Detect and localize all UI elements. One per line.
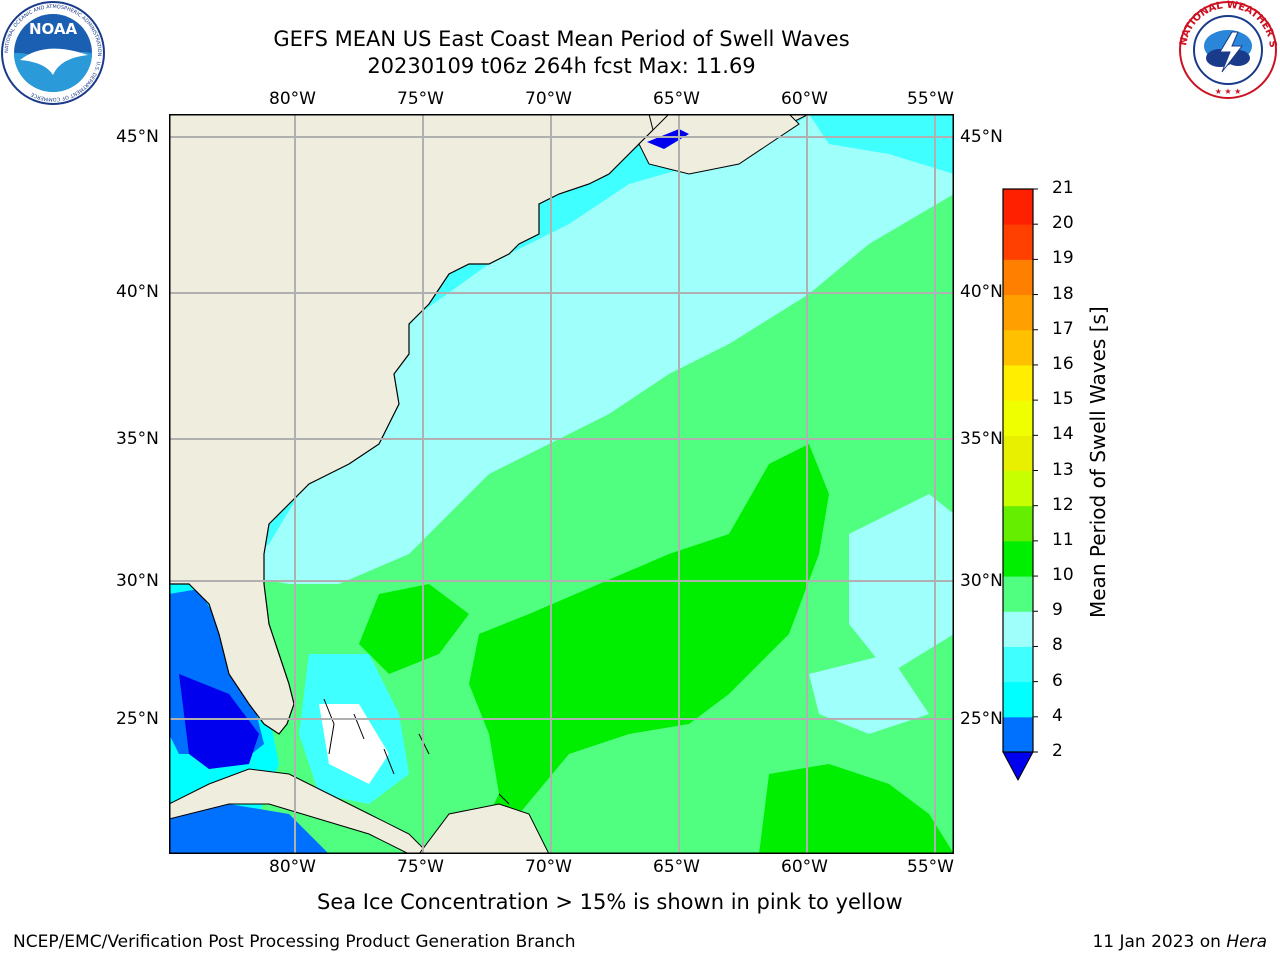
hispaniola-land	[418, 803, 550, 854]
lat-label-right-40n: 40°N	[960, 282, 1003, 302]
sea-ice-caption: Sea Ice Concentration > 15% is shown in …	[0, 890, 1280, 914]
map-gridlines	[169, 114, 954, 854]
swell-region-8-9s-east	[849, 494, 954, 674]
lon-label-top-55w: 55°W	[907, 89, 954, 109]
colorbar-tick-label: 21	[1052, 178, 1074, 198]
colorbar-tick-label: 19	[1052, 248, 1074, 269]
lon-label-bottom-60w: 60°W	[781, 857, 828, 877]
footer-branch: NCEP/EMC/Verification Post Processing Pr…	[13, 932, 576, 952]
colorbar-tick-label: 20	[1052, 213, 1074, 234]
cuba-land	[169, 768, 430, 854]
colorbar-swatch	[1003, 259, 1033, 296]
colorbar-swatch	[1003, 576, 1033, 612]
swell-region-8-9s-ne	[809, 114, 954, 174]
lat-label-right-45n: 45°N	[960, 127, 1003, 147]
colorbar-swatch	[1003, 611, 1033, 647]
colorbar-label: Mean Period of Swell Waves [s]	[1086, 306, 1110, 618]
lon-label-top-65w: 65°W	[653, 89, 700, 109]
bahamas-shallow-region	[319, 704, 389, 784]
colorbar-tick-label: 9	[1052, 600, 1063, 621]
colorbar-tick-label: 4	[1052, 705, 1063, 726]
footer-date: 11 Jan 2023 on Hera	[1092, 932, 1267, 952]
footer-date-text: 11 Jan 2023 on	[1092, 932, 1227, 952]
lon-label-top-80w: 80°W	[269, 89, 316, 109]
colorbar-swatches	[1003, 189, 1033, 753]
lat-label-left-45n: 45°N	[116, 127, 159, 147]
map-subtitle: 20230109 t06z 264h fcst Max: 11.69	[367, 54, 756, 78]
colorbar	[1002, 188, 1038, 782]
lon-label-bottom-55w: 55°W	[907, 857, 954, 877]
map-frame	[169, 114, 954, 854]
colorbar-tick-label: 14	[1052, 424, 1074, 445]
colorbar-tick-label: 16	[1052, 353, 1074, 374]
colorbar-swatch	[1003, 189, 1033, 225]
lat-label-right-35n: 35°N	[960, 429, 1003, 449]
colorbar-tick-label: 18	[1052, 283, 1074, 304]
lat-label-right-30n: 30°N	[960, 571, 1003, 591]
cuba-south-region	[169, 804, 329, 854]
lon-label-top-70w: 70°W	[525, 89, 572, 109]
colorbar-swatch	[1003, 400, 1033, 436]
lat-label-left-35n: 35°N	[116, 429, 159, 449]
colorbar-under-triangle	[1002, 751, 1034, 782]
footer-machine: Hera	[1226, 932, 1267, 952]
colorbar-tick-label: 13	[1052, 459, 1074, 480]
colorbar-swatch	[1003, 294, 1033, 331]
swell-region-10-11s-center	[359, 584, 469, 674]
nws-logo: NATIONAL WEATHER SERVICE ★ ★ ★	[1176, 0, 1278, 99]
colorbar-swatch	[1003, 364, 1033, 401]
lat-label-right-25n: 25°N	[960, 709, 1003, 729]
colorbar-tick-label: 11	[1052, 529, 1074, 550]
colorbar-tick-label: 6	[1052, 670, 1063, 691]
colorbar-swatch	[1003, 224, 1033, 260]
colorbar-tick-marks	[1033, 188, 1038, 753]
colorbar-tick-label: 8	[1052, 635, 1063, 656]
colorbar-swatch	[1003, 329, 1033, 366]
swell-period-map	[169, 114, 954, 854]
colorbar-tick-label: 2	[1052, 741, 1063, 761]
noaa-logo: NOAA NATIONAL OCEANIC AND ATMOSPHERIC AD…	[1, 1, 105, 105]
colorbar-swatch	[1003, 646, 1033, 683]
lon-label-bottom-75w: 75°W	[397, 857, 444, 877]
lat-label-left-30n: 30°N	[116, 571, 159, 591]
colorbar-swatch	[1003, 470, 1033, 507]
noaa-logo-text: NOAA	[29, 20, 78, 38]
lon-label-top-60w: 60°W	[781, 89, 828, 109]
colorbar-tick-label: 12	[1052, 494, 1074, 515]
colorbar-swatch	[1003, 681, 1033, 718]
swell-region-10-11s	[469, 444, 829, 854]
colorbar-swatch	[1003, 716, 1033, 753]
lat-label-left-25n: 25°N	[116, 709, 159, 729]
colorbar-swatch	[1003, 505, 1033, 542]
map-title: GEFS MEAN US East Coast Mean Period of S…	[273, 27, 850, 51]
colorbar-tick-label: 10	[1052, 565, 1074, 586]
gulf-region-2s	[179, 674, 259, 769]
colorbar-swatch	[1003, 435, 1033, 471]
lon-label-top-75w: 75°W	[397, 89, 444, 109]
nws-stars-icon: ★ ★ ★	[1215, 87, 1242, 96]
colorbar-tick-label: 15	[1052, 389, 1074, 410]
lon-label-bottom-80w: 80°W	[269, 857, 316, 877]
lon-label-bottom-70w: 70°W	[525, 857, 572, 877]
sea-ice-caption-text: Sea Ice Concentration > 15% is shown in …	[317, 890, 903, 914]
colorbar-swatch	[1003, 540, 1033, 577]
swell-region-8-9s-se	[809, 654, 929, 734]
colorbar-tick-label: 17	[1052, 318, 1074, 339]
lat-label-left-40n: 40°N	[116, 282, 159, 302]
lon-label-bottom-65w: 65°W	[653, 857, 700, 877]
